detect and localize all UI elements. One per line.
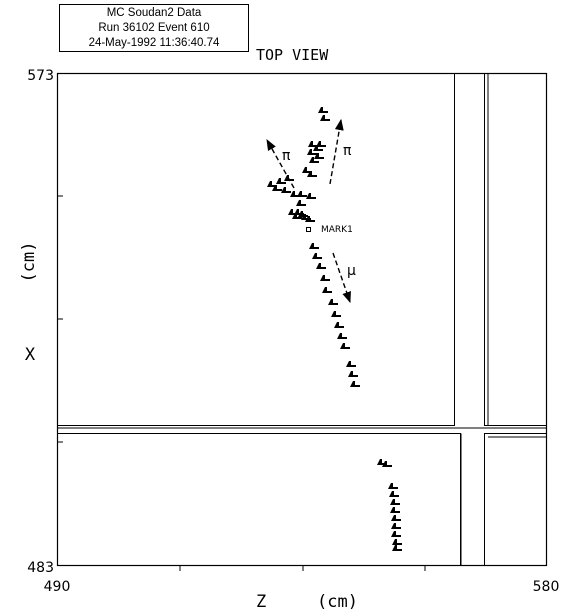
x-tick-left: 490 — [44, 579, 71, 595]
hit-mark — [390, 507, 400, 513]
hit-mark — [297, 191, 307, 197]
y-tick-bottom: 483 — [27, 560, 54, 576]
hit-mark — [312, 253, 322, 259]
dataset-label: MC Soudan2 Data — [106, 7, 202, 19]
hit-mark — [307, 171, 317, 177]
detector-modules — [57, 73, 547, 566]
view-title: TOP VIEW — [256, 46, 329, 64]
hit-mark — [346, 361, 356, 367]
timestamp-label: 24-May-1992 11:36:40.74 — [88, 37, 220, 49]
run-info-box: MC Soudan2 Data Run 36102 Event 610 24-M… — [59, 4, 249, 52]
axis-ticks — [57, 195, 426, 571]
hit-mark — [334, 322, 344, 328]
vertex-marker — [306, 227, 311, 232]
hit-mark — [390, 499, 400, 505]
track-arrows — [266, 118, 351, 304]
hit-mark — [309, 157, 319, 163]
hit-mark — [292, 213, 302, 219]
hit-mark — [267, 181, 277, 187]
hit-mark — [320, 275, 330, 281]
hit-mark — [340, 343, 350, 349]
x-axis-symbol: Z — [256, 592, 266, 612]
x-tick-right: 580 — [533, 579, 560, 595]
hit-mark — [328, 299, 338, 305]
hit-mark — [306, 193, 316, 199]
mark-label: MARK1 — [321, 225, 353, 235]
plot-frame — [56, 72, 548, 567]
hit-mark — [389, 491, 399, 497]
x-axis-unit: (cm) — [317, 592, 358, 612]
hit-mark — [331, 311, 341, 317]
y-tick-top: 573 — [27, 68, 54, 84]
hit-mark — [316, 141, 326, 147]
hit-mark — [388, 483, 398, 489]
track-hits — [267, 107, 402, 551]
hit-mark — [392, 539, 402, 545]
hit-mark — [314, 153, 324, 159]
hit-mark — [392, 545, 402, 551]
hit-mark — [350, 381, 360, 387]
hit-mark — [318, 107, 328, 113]
hit-mark — [391, 523, 401, 529]
muon-label: μ — [347, 263, 356, 279]
hit-mark — [337, 333, 347, 339]
pion-left-arrow — [266, 139, 295, 189]
pion-left-label: π — [282, 148, 291, 164]
hit-mark — [309, 243, 319, 249]
pion-right-label: π — [343, 143, 352, 159]
run-event-label: Run 36102 Event 610 — [98, 22, 210, 34]
hit-mark — [307, 149, 317, 155]
hit-mark — [276, 178, 286, 184]
pion-right-arrow — [329, 118, 344, 185]
muon-arrow — [332, 252, 351, 304]
y-axis-unit: (cm) — [19, 242, 39, 283]
hit-mark — [391, 515, 401, 521]
hit-mark — [382, 461, 392, 467]
hit-mark — [320, 115, 330, 121]
hit-mark — [290, 191, 300, 197]
hit-mark — [316, 263, 326, 269]
hit-mark — [308, 141, 318, 147]
hit-mark — [305, 216, 315, 222]
hit-mark — [348, 371, 358, 377]
hit-mark — [302, 167, 312, 173]
hit-mark — [391, 531, 401, 537]
y-axis-symbol: X — [25, 345, 36, 365]
hit-mark — [322, 287, 332, 293]
hit-mark — [281, 187, 291, 193]
hit-mark — [296, 200, 306, 206]
hit-mark — [272, 185, 282, 191]
hit-mark — [313, 145, 323, 151]
